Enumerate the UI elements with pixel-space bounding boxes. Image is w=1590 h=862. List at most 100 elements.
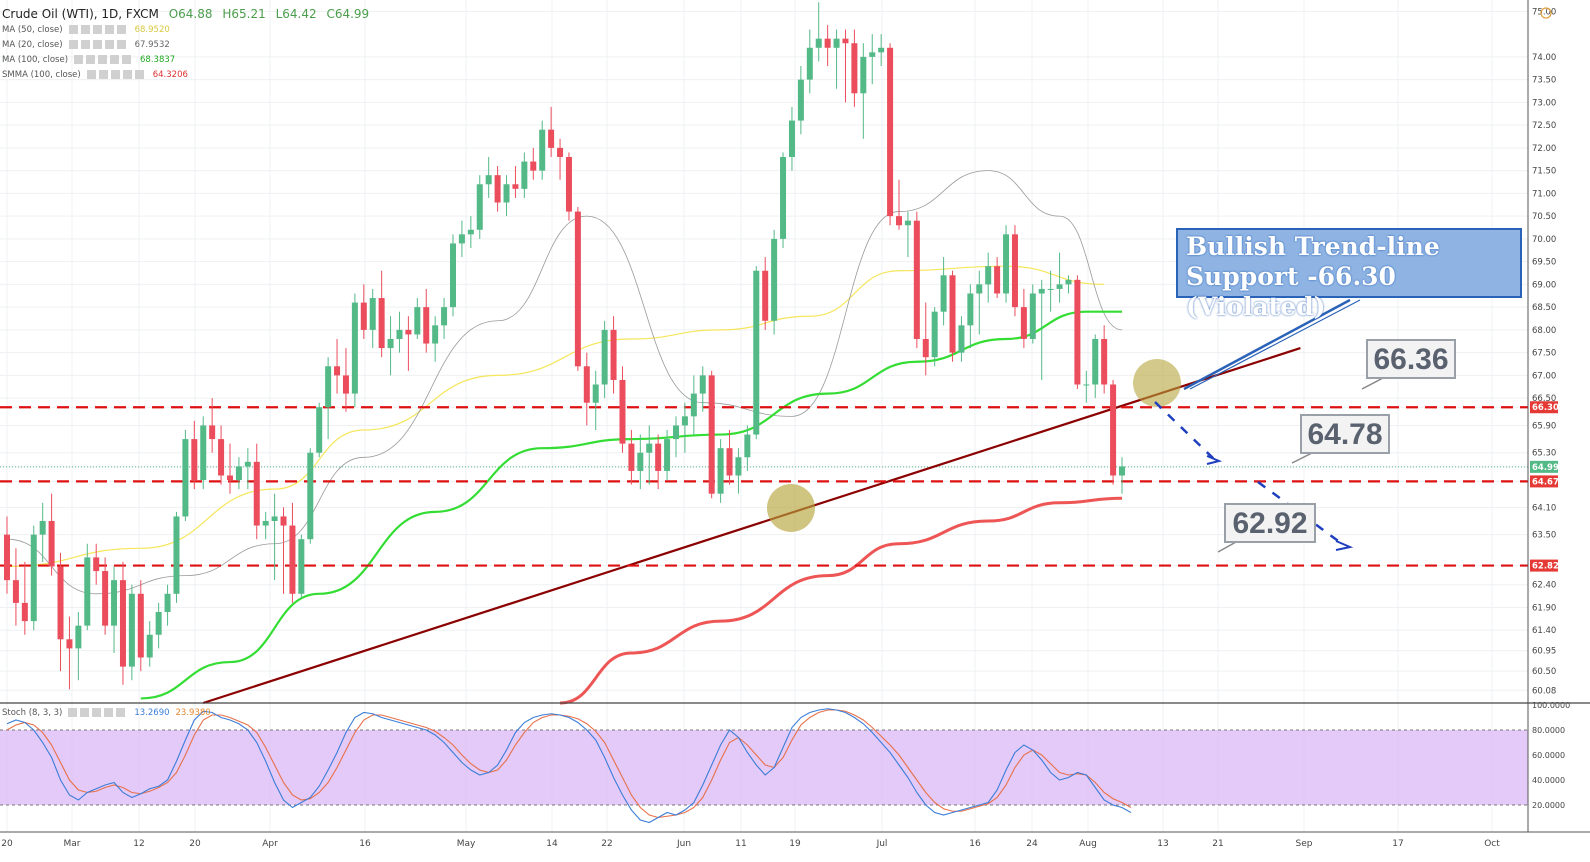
candle-body: [12, 580, 19, 603]
indicator-row-ma50[interactable]: MA (50, close) 68.9520: [2, 23, 369, 38]
candle-body: [262, 520, 269, 526]
stochastic-controls[interactable]: [68, 708, 129, 717]
candle-body: [405, 329, 412, 335]
price-tick-label: 73.50: [1532, 76, 1556, 86]
candle-body: [325, 366, 332, 408]
candle-body: [334, 366, 341, 376]
candle-body: [860, 56, 867, 94]
label-pointer: [1217, 541, 1237, 553]
price-tick-label: 63.50: [1532, 531, 1556, 541]
stochastic-legend[interactable]: Stoch (8, 3, 3) 13.2690 23.9380: [2, 708, 211, 718]
candle-body: [307, 452, 314, 540]
indicator-controls[interactable]: [86, 70, 147, 79]
close-value: C64.99: [326, 7, 370, 21]
candle-body: [699, 375, 706, 394]
candle-body: [797, 79, 804, 121]
candle-body: [1056, 284, 1063, 289]
indicator-controls[interactable]: [68, 25, 129, 34]
candle-body: [48, 520, 55, 567]
candle-body: [673, 425, 679, 440]
price-tick-label: 61.90: [1532, 603, 1556, 613]
price-tick-label: 62.40: [1532, 581, 1556, 591]
candle-body: [119, 580, 126, 667]
moving-averages: [6, 170, 1123, 705]
candle-body: [146, 634, 153, 658]
candle-body: [298, 539, 305, 594]
price-tick-label: 70.50: [1532, 212, 1556, 222]
stochastic-overbought-band: [0, 730, 1528, 805]
candle-body: [833, 38, 840, 48]
candle-body: [137, 593, 144, 658]
time-tick-label: 16: [969, 839, 981, 849]
time-tick-label: 13: [1157, 839, 1168, 849]
time-tick-label: 21: [1212, 839, 1223, 849]
indicator-controls[interactable]: [68, 40, 129, 49]
level-label-64-78: 64.78: [1300, 414, 1390, 454]
candle-body: [842, 38, 849, 44]
level-label-66-36: 66.36: [1366, 339, 1456, 379]
candle-body: [878, 47, 885, 53]
candle-body: [1029, 293, 1036, 339]
candle-body: [913, 220, 920, 339]
indicator-row-smma100[interactable]: SMMA (100, close) 64.3206: [2, 68, 369, 83]
symbol-row[interactable]: Crude Oil (WTI), 1D, FXCM O64.88 H65.21 …: [2, 6, 369, 23]
candle-body: [280, 516, 287, 526]
candle-body: [521, 161, 528, 189]
support-touch-circle: [767, 484, 815, 532]
candle-body: [931, 311, 938, 358]
indicator-value: 68.3837: [140, 55, 176, 65]
candle-body: [976, 284, 983, 294]
candle-body: [209, 425, 216, 440]
candle-body: [1003, 234, 1010, 294]
indicator-controls[interactable]: [74, 55, 135, 64]
candle-body: [628, 443, 635, 471]
candle-body: [191, 439, 198, 481]
arrowhead-2: [1335, 540, 1354, 551]
price-tick-label: 66.50: [1532, 394, 1556, 404]
time-tick-label: 12: [133, 839, 144, 849]
candle-body: [717, 448, 724, 494]
arrowhead-1: [1206, 455, 1223, 465]
stoch-tick-label: 40.0000: [1532, 776, 1565, 785]
time-tick-label: Aug: [1079, 839, 1097, 849]
callout-pointer: [1189, 299, 1361, 390]
candle-body: [771, 238, 778, 321]
candle-body: [806, 47, 813, 80]
indicator-row-ma20[interactable]: MA (20, close) 67.9532: [2, 38, 369, 53]
break-circle: [1133, 359, 1181, 407]
label-pointer: [1361, 377, 1384, 390]
indicator-row-ma100[interactable]: MA (100, close) 68.3837: [2, 53, 369, 68]
price-tick-label: 61.40: [1532, 626, 1556, 636]
candle-body: [958, 325, 965, 353]
candle-body: [949, 275, 956, 353]
candle-body: [57, 566, 64, 640]
level-label-62-92: 62.92: [1224, 503, 1316, 543]
candle-body: [396, 329, 403, 339]
candle-body: [342, 375, 349, 394]
low-value: L64.42: [275, 7, 317, 21]
time-tick-label: May: [457, 839, 476, 849]
price-marker: [1530, 460, 1558, 473]
time-tick-label: Jul: [876, 839, 888, 849]
candle-body: [467, 229, 474, 235]
bullish-trendline: [202, 347, 1301, 705]
candle-body: [253, 461, 260, 526]
candle-body: [93, 557, 100, 572]
indicator-value: 68.9520: [134, 25, 170, 35]
price-marker: [1530, 475, 1558, 488]
candle-body: [235, 466, 242, 481]
price-tick-label: 75.00: [1532, 7, 1556, 17]
candle-body: [227, 475, 233, 481]
price-tick-label: 60.95: [1532, 647, 1556, 657]
candle-body: [557, 147, 564, 157]
price-tick-label: 60.08: [1532, 686, 1556, 696]
candle-body: [887, 47, 894, 217]
candle-body: [851, 43, 858, 94]
candle-body: [735, 457, 742, 476]
candle-body: [1020, 307, 1027, 339]
stoch-tick-label: 60.0000: [1532, 751, 1565, 760]
indicator-label: MA (100, close): [2, 55, 69, 65]
time-tick-label: 14: [546, 839, 558, 849]
candle-body: [726, 448, 733, 476]
